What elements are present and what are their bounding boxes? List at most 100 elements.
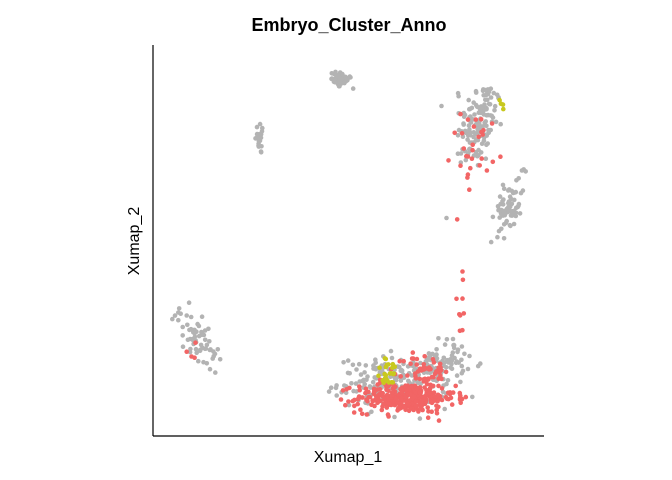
scatter-point-gray xyxy=(215,347,221,352)
scatter-point-gray xyxy=(185,337,191,343)
scatter-point-gray xyxy=(192,330,197,336)
scatter-point-gray xyxy=(188,326,194,332)
scatter-point-gray xyxy=(427,354,433,359)
scatter-point-yellow xyxy=(497,97,502,103)
scatter-point-gray xyxy=(496,208,501,213)
scatter-point-gray xyxy=(346,402,352,408)
scatter-point-gray xyxy=(342,383,347,388)
scatter-point-red xyxy=(409,356,415,361)
scatter-point-gray xyxy=(479,108,485,114)
scatter-point-red xyxy=(478,117,484,122)
scatter-point-red xyxy=(471,124,477,129)
scatter-point-gray xyxy=(343,79,349,84)
scatter-point-gray xyxy=(345,358,351,363)
scatter-point-gray xyxy=(194,350,199,356)
scatter-point-red xyxy=(401,358,407,364)
scatter-point-red xyxy=(412,371,418,376)
scatter-point-red xyxy=(425,415,431,421)
scatter-point-red xyxy=(351,410,357,415)
scatter-point-red xyxy=(429,409,435,415)
scatter-point-yellow xyxy=(384,378,390,384)
scatter-point-red xyxy=(438,368,444,373)
scatter-point-gray xyxy=(257,121,263,127)
scatter-point-gray xyxy=(478,361,483,366)
scatter-point-red xyxy=(460,327,465,333)
scatter-point-gray xyxy=(372,375,378,380)
scatter-point-gray xyxy=(481,93,487,98)
scatter-point-gray xyxy=(488,95,494,100)
scatter-point-gray xyxy=(195,321,200,327)
scatter-point-red xyxy=(429,400,435,405)
scatter-point-red xyxy=(438,373,443,379)
scatter-point-gray xyxy=(459,363,465,369)
scatter-point-red xyxy=(407,392,413,397)
scatter-point-red xyxy=(358,407,363,413)
scatter-point-gray xyxy=(459,344,465,349)
scatter-point-red xyxy=(364,412,370,417)
scatter-point-gray xyxy=(353,381,359,386)
scatter-point-red xyxy=(454,217,460,222)
scatter-point-red xyxy=(426,409,431,414)
scatter-point-red xyxy=(413,399,419,404)
scatter-point-red xyxy=(449,402,455,407)
scatter-point-red xyxy=(352,403,357,409)
scatter-point-gray xyxy=(417,416,423,421)
scatter-point-gray xyxy=(465,137,470,142)
scatter-point-gray xyxy=(451,342,457,348)
scatter-point-gray xyxy=(217,357,223,362)
scatter-point-red xyxy=(424,381,430,387)
scatter-point-red xyxy=(382,396,387,402)
scatter-point-gray xyxy=(176,317,181,323)
scatter-point-gray xyxy=(442,342,448,347)
scatter-point-gray xyxy=(253,136,258,141)
scatter-point-red xyxy=(489,121,495,126)
scatter-point-red xyxy=(435,398,440,404)
scatter-point-gray xyxy=(467,127,472,132)
scatter-point-red xyxy=(340,388,346,393)
x-axis-label: Xumap_1 xyxy=(314,449,383,466)
scatter-point-gray xyxy=(458,379,463,385)
scatter-point-red xyxy=(432,371,438,377)
scatter-point-gray xyxy=(349,381,354,386)
scatter-point-red xyxy=(417,376,423,382)
scatter-point-gray xyxy=(392,414,397,420)
scatter-point-gray xyxy=(211,353,216,359)
scatter-point-gray xyxy=(461,121,466,126)
scatter-point-red xyxy=(498,154,503,159)
scatter-point-gray xyxy=(335,72,341,78)
scatter-point-gray xyxy=(180,324,185,330)
scatter-point-red xyxy=(458,393,463,399)
scatter-point-red xyxy=(397,404,402,410)
scatter-point-gray xyxy=(444,337,450,342)
scatter-point-red xyxy=(189,354,194,359)
scatter-point-red xyxy=(484,168,490,173)
scatter-point-gray xyxy=(511,221,517,227)
scatter-point-red xyxy=(389,390,395,395)
scatter-point-red xyxy=(403,384,408,389)
scatter-point-gray xyxy=(441,360,447,365)
scatter-point-gray xyxy=(186,300,192,306)
scatter-point-red xyxy=(350,398,356,404)
scatter-point-gray xyxy=(213,370,218,375)
scatter-point-red xyxy=(411,394,417,399)
scatter-point-yellow xyxy=(388,370,394,376)
scatter-point-red xyxy=(371,388,377,394)
scatter-point-red xyxy=(413,376,419,381)
scatter-point-gray xyxy=(459,357,464,363)
scatter-point-gray xyxy=(510,209,515,214)
scatter-point-red xyxy=(434,410,440,416)
scatter-point-red xyxy=(479,129,484,135)
scatter-point-gray xyxy=(354,367,359,372)
scatter-point-gray xyxy=(343,74,348,80)
scatter-point-red xyxy=(479,156,485,161)
scatter-point-red xyxy=(366,395,371,400)
scatter-point-gray xyxy=(484,107,489,112)
scatter-point-gray xyxy=(170,316,175,322)
scatter-point-gray xyxy=(463,157,469,163)
scatter-point-gray xyxy=(373,357,378,363)
scatter-point-gray xyxy=(498,121,504,127)
scatter-point-red xyxy=(477,163,483,168)
scatter-point-gray xyxy=(455,151,461,156)
scatter-point-gray xyxy=(500,182,506,188)
scatter-point-red xyxy=(399,396,404,402)
